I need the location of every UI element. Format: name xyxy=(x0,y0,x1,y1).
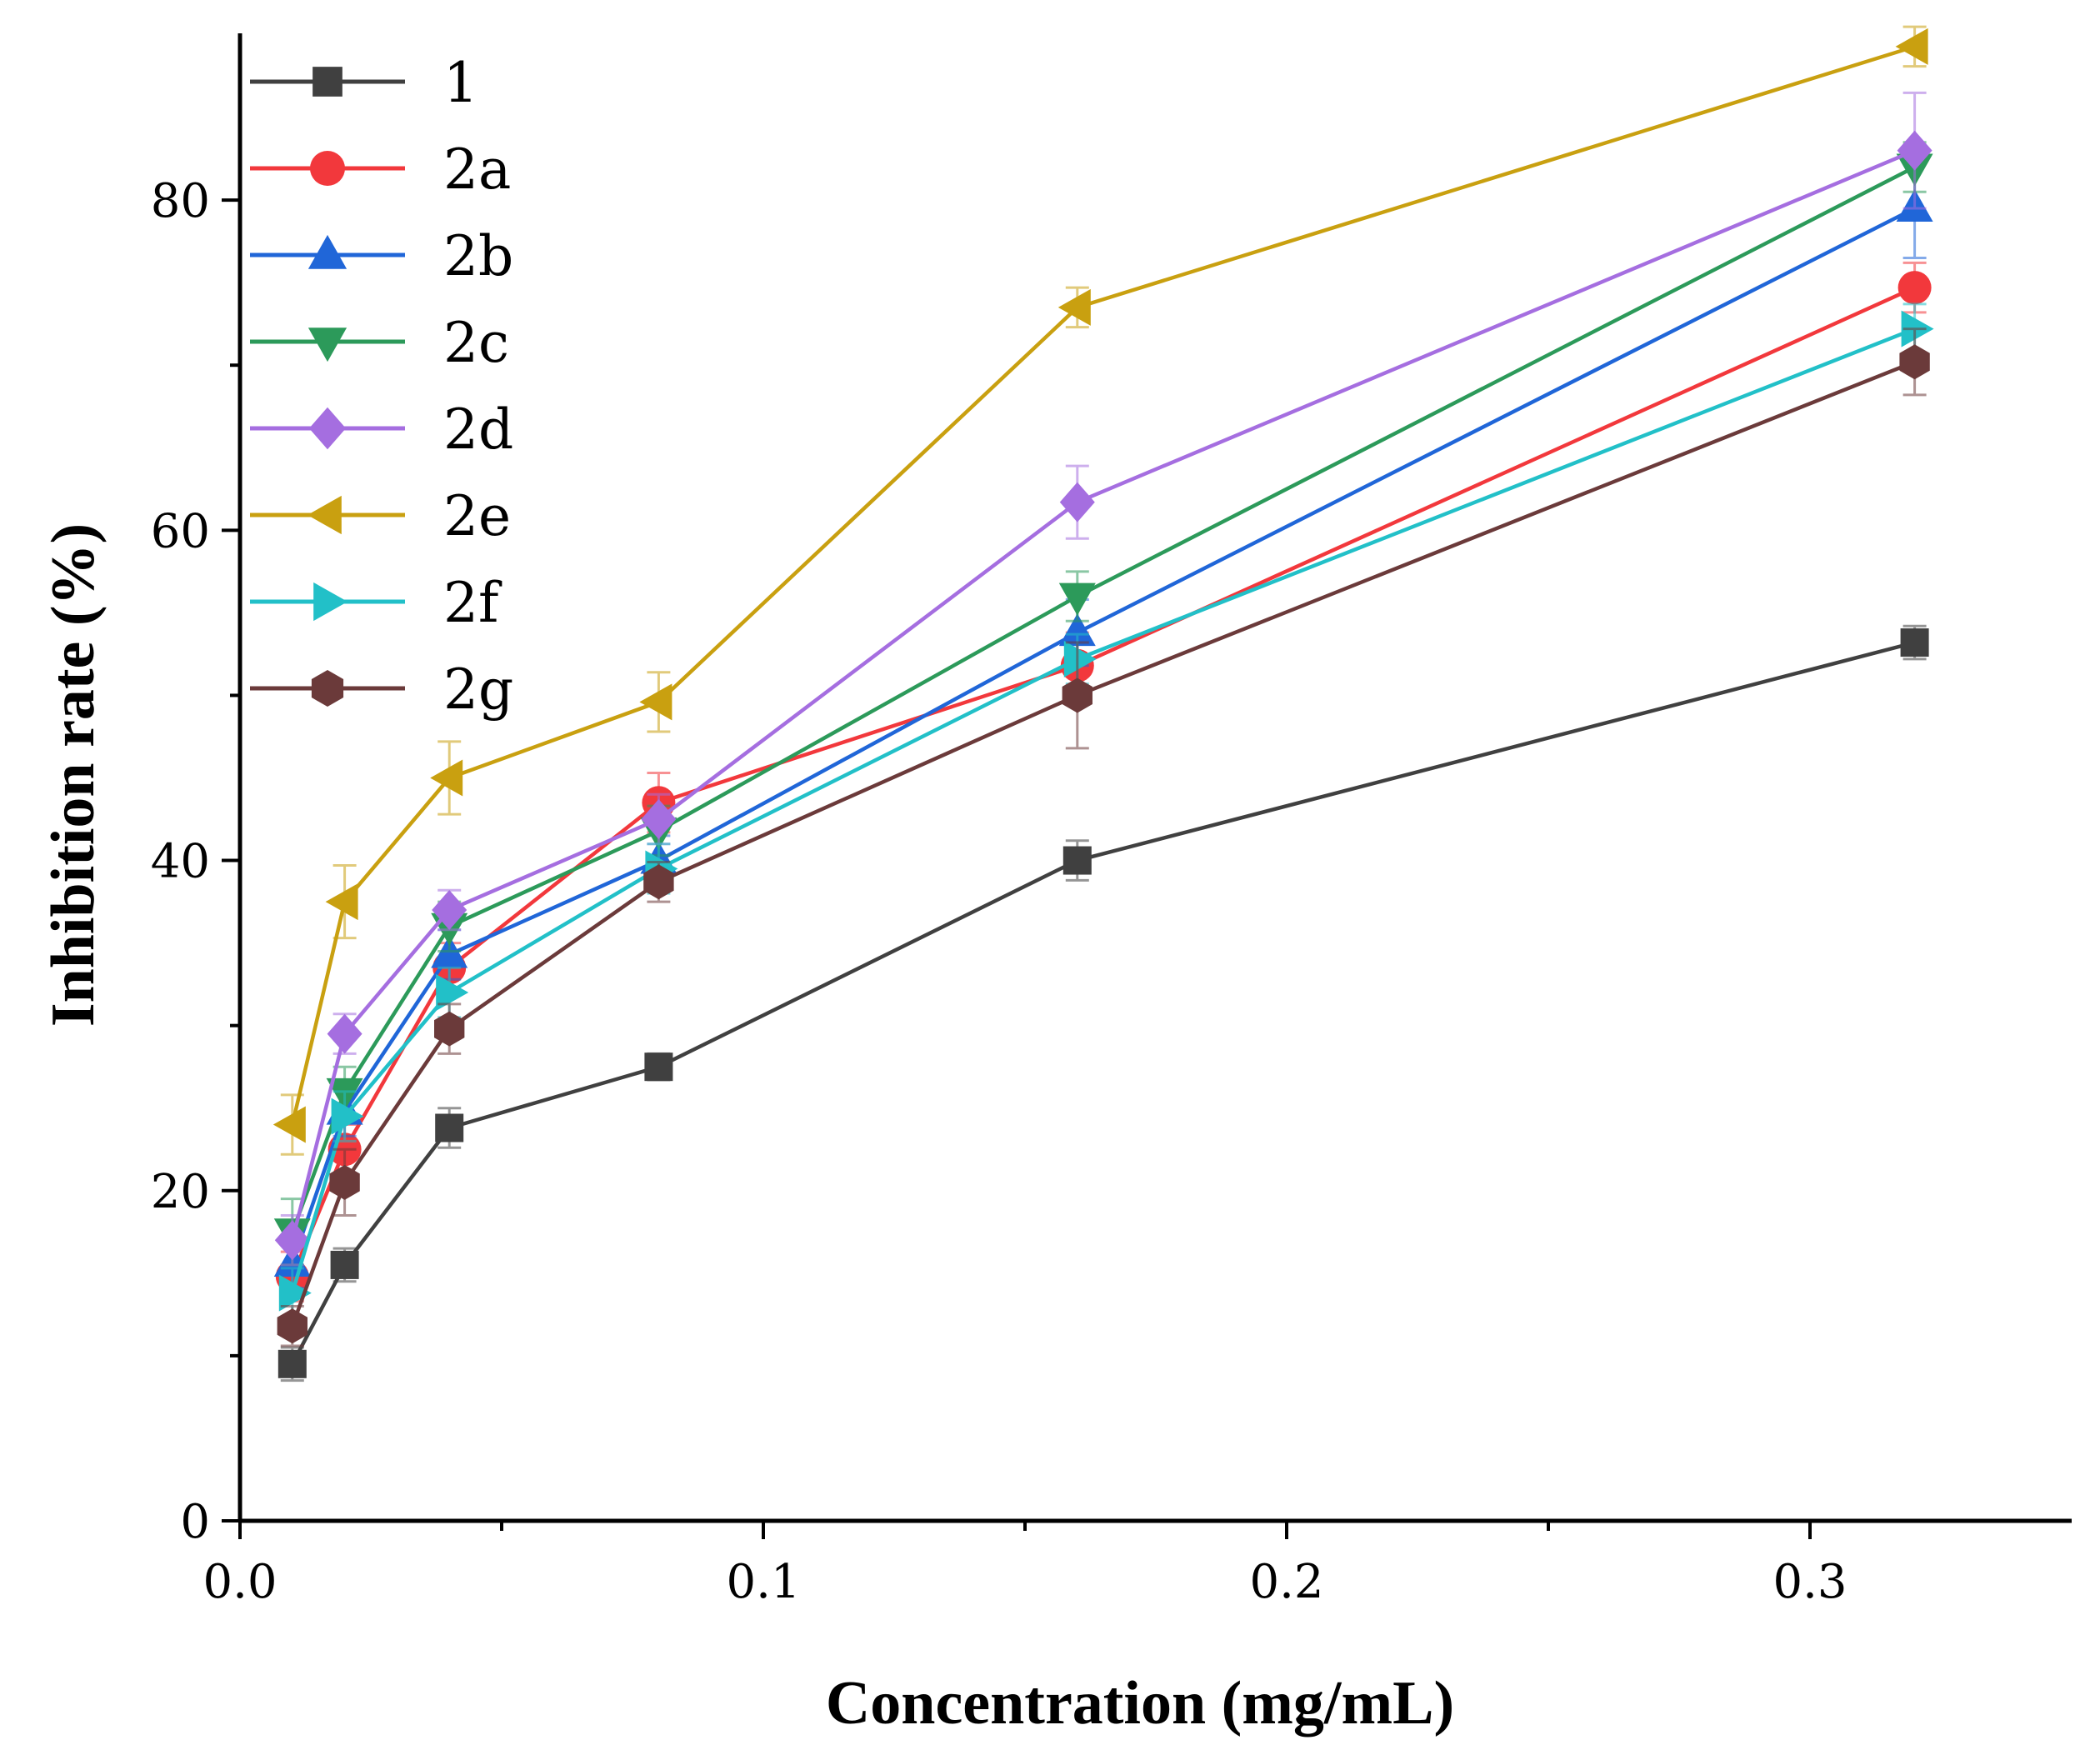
legend-label: 2e xyxy=(443,484,511,548)
legend-label: 2f xyxy=(443,571,502,635)
y-tick-label: 80 xyxy=(151,174,210,228)
legend-marker xyxy=(308,407,347,450)
x-axis-title: Concentration (mg/mL) xyxy=(826,1669,1454,1738)
data-point xyxy=(329,1164,360,1200)
legend-marker xyxy=(308,234,348,269)
data-point xyxy=(1900,628,1929,658)
series-line xyxy=(290,640,1916,1365)
legend-label: 2b xyxy=(443,224,513,288)
y-tick-label: 20 xyxy=(151,1165,210,1219)
series-line xyxy=(290,165,1916,1233)
data-point xyxy=(1899,344,1930,380)
legend-item-2a: 2a xyxy=(250,138,511,202)
data-point xyxy=(1063,640,1097,678)
data-point xyxy=(430,759,463,797)
y-tick-label: 60 xyxy=(151,504,210,558)
data-point xyxy=(1059,482,1095,522)
data-point xyxy=(1058,288,1091,326)
data-point xyxy=(643,864,674,900)
legend-marker xyxy=(313,582,348,622)
legend-marker xyxy=(307,495,342,535)
data-point xyxy=(277,1308,308,1344)
legend-item-2b: 2b xyxy=(250,224,513,288)
legend-marker xyxy=(312,67,342,97)
data-point xyxy=(1895,28,1928,65)
series-1 xyxy=(278,624,1929,1382)
x-tick-label: 0.1 xyxy=(726,1555,800,1609)
x-tick-label: 0.0 xyxy=(202,1555,277,1609)
data-point xyxy=(1062,678,1092,713)
series-line xyxy=(290,148,1916,1241)
series-line xyxy=(290,327,1916,1294)
data-point xyxy=(272,1106,306,1143)
legend-label: 2g xyxy=(443,658,513,722)
data-point xyxy=(274,1220,310,1261)
data-point xyxy=(1058,613,1096,647)
legend-label: 1 xyxy=(443,51,478,115)
data-point xyxy=(641,799,677,840)
legend-label: 2c xyxy=(443,311,509,375)
legend-label: 2a xyxy=(443,138,511,202)
y-tick-label: 0 xyxy=(180,1495,210,1549)
legend-item-2d: 2d xyxy=(250,398,513,462)
data-point xyxy=(1062,846,1092,875)
data-point xyxy=(644,1052,673,1082)
data-point xyxy=(327,1013,362,1054)
y-axis-title: Inhibition rate (%) xyxy=(39,523,108,1027)
axes-layer: 0.0 0.1 0.2 0.3 0 20 40 60 80 xyxy=(151,33,2072,1609)
series-2e xyxy=(272,25,1928,1156)
data-point xyxy=(432,889,468,930)
series-line xyxy=(290,44,1916,1126)
series-line xyxy=(290,360,1916,1327)
data-point xyxy=(278,1274,312,1312)
data-point xyxy=(330,1250,359,1279)
data-point xyxy=(436,974,469,1012)
legend-marker xyxy=(308,328,348,362)
x-tick-label: 0.3 xyxy=(1772,1555,1847,1609)
data-point xyxy=(639,683,672,721)
data-point xyxy=(434,1011,465,1047)
x-tick-label: 0.2 xyxy=(1249,1555,1323,1609)
data-point xyxy=(325,883,358,921)
series-line xyxy=(290,207,1916,1264)
series-line xyxy=(290,286,1916,1278)
legend-item-2g: 2g xyxy=(250,658,513,722)
series-layer xyxy=(272,25,1934,1382)
data-point xyxy=(435,1113,464,1142)
data-point xyxy=(1058,582,1096,616)
legend-marker xyxy=(311,669,344,708)
legend-marker xyxy=(310,151,345,186)
y-tick-label: 40 xyxy=(151,835,210,889)
legend-item-1: 1 xyxy=(250,51,478,115)
legend-item-2f: 2f xyxy=(250,571,502,635)
legend-label: 2d xyxy=(443,398,513,462)
data-point xyxy=(278,1349,307,1378)
legend-item-2c: 2c xyxy=(250,311,509,375)
data-point xyxy=(1897,130,1932,171)
legend-item-2e: 2e xyxy=(250,484,511,548)
series-2d xyxy=(274,91,1932,1267)
legend: 1 2a 2b 2c 2d 2e 2f 2g xyxy=(250,51,513,722)
data-point xyxy=(331,1098,364,1135)
series-2f xyxy=(278,302,1934,1319)
series-2g xyxy=(277,328,1930,1348)
data-point xyxy=(1898,271,1932,305)
series-2b xyxy=(273,158,1933,1290)
